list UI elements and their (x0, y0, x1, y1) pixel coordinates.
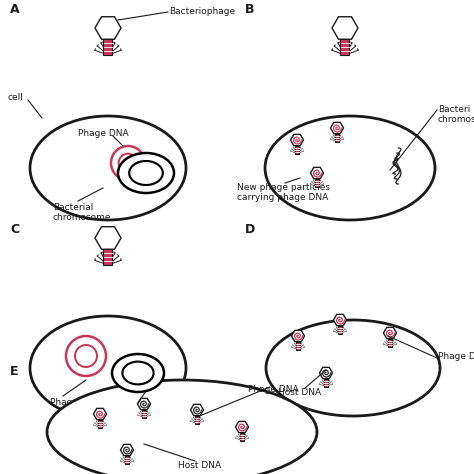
Text: C: C (10, 223, 19, 236)
Bar (335, 134, 339, 142)
Polygon shape (137, 398, 151, 410)
Text: E: E (10, 365, 18, 378)
Text: B: B (245, 3, 255, 16)
Polygon shape (292, 330, 304, 342)
Text: D: D (245, 223, 255, 236)
Bar (338, 326, 342, 334)
Circle shape (118, 154, 137, 173)
Text: Host DNA: Host DNA (278, 388, 321, 397)
Ellipse shape (122, 362, 154, 384)
Polygon shape (310, 167, 323, 179)
Ellipse shape (112, 354, 164, 392)
Polygon shape (191, 404, 203, 416)
Bar (324, 379, 328, 386)
Text: Bacterial
chromosome: Bacterial chromosome (113, 404, 172, 423)
Bar (103, 39, 112, 55)
Bar (295, 146, 299, 154)
Ellipse shape (266, 320, 440, 416)
Text: Bacterial
chromosome: Bacterial chromosome (53, 203, 111, 222)
Ellipse shape (47, 380, 317, 474)
Polygon shape (120, 444, 134, 456)
Ellipse shape (30, 316, 186, 420)
Text: Phage DNA: Phage DNA (78, 129, 128, 138)
Polygon shape (319, 367, 332, 379)
Polygon shape (332, 17, 358, 39)
Polygon shape (236, 421, 248, 433)
Text: Phage DN: Phage DN (438, 352, 474, 361)
Polygon shape (93, 409, 107, 419)
Ellipse shape (265, 116, 435, 220)
Ellipse shape (129, 161, 163, 185)
Bar (296, 342, 300, 349)
Polygon shape (95, 17, 121, 39)
Text: cell: cell (8, 92, 24, 101)
Bar (125, 456, 129, 464)
Polygon shape (291, 134, 303, 146)
Circle shape (75, 345, 97, 367)
Bar (340, 39, 349, 55)
Text: Bacteriophage: Bacteriophage (169, 7, 235, 16)
Bar (142, 410, 146, 418)
Polygon shape (330, 122, 344, 134)
Polygon shape (95, 227, 121, 249)
Text: A: A (10, 3, 19, 16)
Circle shape (66, 336, 106, 376)
Bar (103, 249, 112, 265)
Text: New phage particles
carrying phage DNA: New phage particles carrying phage DNA (237, 183, 330, 202)
Polygon shape (334, 314, 346, 326)
Text: Phage DNA: Phage DNA (50, 398, 100, 407)
Bar (98, 419, 102, 428)
Bar (195, 416, 199, 424)
Ellipse shape (118, 153, 174, 193)
Bar (315, 179, 319, 187)
Bar (388, 338, 392, 346)
Circle shape (111, 146, 145, 180)
Text: Phage DNA: Phage DNA (248, 385, 299, 394)
Bar (240, 432, 244, 440)
Ellipse shape (30, 116, 186, 220)
Text: Bacteri
chromoso: Bacteri chromoso (438, 105, 474, 124)
Polygon shape (383, 328, 396, 338)
Text: Host DNA: Host DNA (178, 461, 221, 470)
